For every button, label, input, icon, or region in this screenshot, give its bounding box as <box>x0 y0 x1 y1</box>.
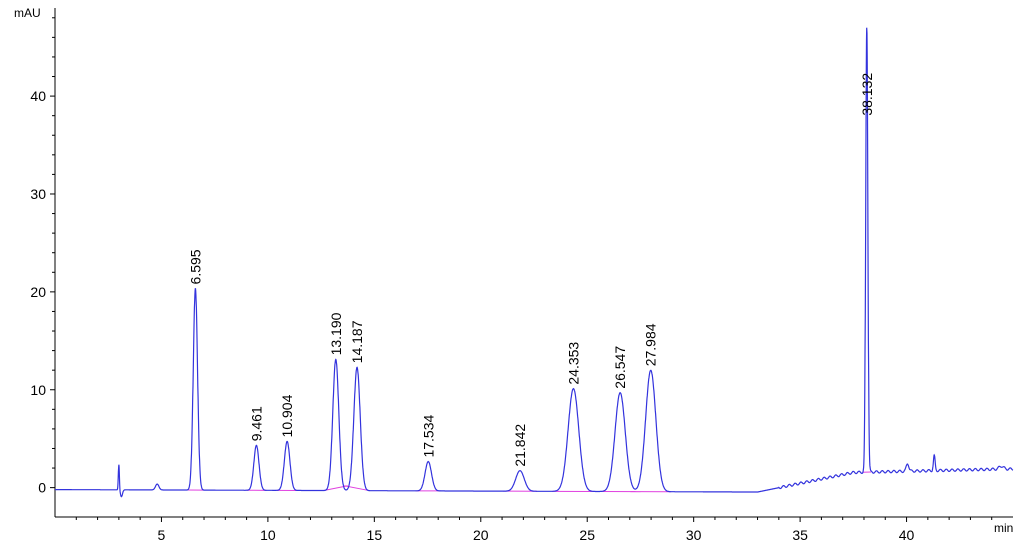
x-tick-label: 40 <box>899 527 915 543</box>
peak-label: 26.547 <box>612 346 628 389</box>
peak-label: 38.132 <box>859 73 875 116</box>
peak-label: 24.353 <box>565 342 581 385</box>
peak-label: 9.461 <box>248 406 264 441</box>
x-tick-label: 20 <box>473 527 489 543</box>
x-tick-label: 35 <box>792 527 808 543</box>
baseline-layer <box>186 471 872 493</box>
y-axis-unit: mAU <box>14 6 41 20</box>
peak-label: 13.190 <box>328 312 344 355</box>
peak-label: 17.534 <box>420 414 436 457</box>
x-tick-label: 15 <box>367 527 383 543</box>
ticks-layer: 5 10 15 20 25 30 35 40 0 10 20 30 40 <box>30 17 993 543</box>
signal-layer <box>55 27 1014 498</box>
peak-labels-layer: 6.595 9.461 10.904 13.190 14.187 17.534 21.842… <box>187 73 874 467</box>
peak-label: 14.187 <box>349 320 365 363</box>
x-tick-label: 5 <box>158 527 166 543</box>
y-tick-label: 10 <box>30 382 46 398</box>
y-tick-label: 30 <box>30 186 46 202</box>
x-tick-label: 10 <box>260 527 276 543</box>
peak-label: 10.904 <box>279 394 295 437</box>
x-tick-label: 25 <box>579 527 595 543</box>
chromatogram-trace <box>55 27 1014 498</box>
peak-label: 21.842 <box>512 424 528 467</box>
peak-label: 6.595 <box>187 249 203 284</box>
x-tick-label: 30 <box>686 527 702 543</box>
axes-layer: mAU min <box>14 6 1013 535</box>
x-axis-unit: min <box>994 521 1013 535</box>
y-tick-label: 20 <box>30 284 46 300</box>
y-tick-label: 40 <box>30 88 46 104</box>
peak-label: 27.984 <box>643 323 659 366</box>
y-tick-label: 0 <box>38 480 46 496</box>
